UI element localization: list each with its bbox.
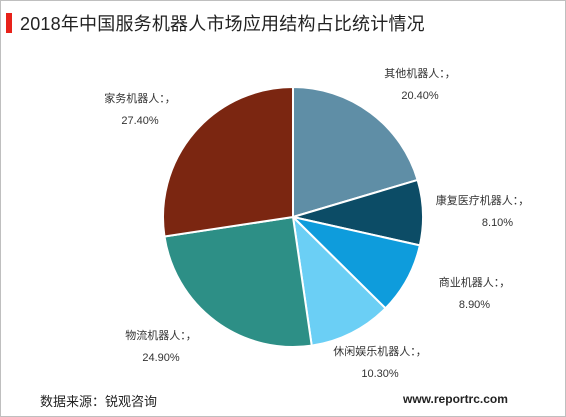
slice-name: 休闲娱乐机器人：， — [333, 346, 427, 358]
slice-other — [292, 85, 419, 219]
slice-name: 商业机器人：， — [438, 277, 511, 289]
slice-label-commercial: 商业机器人：， 8.90% — [432, 272, 517, 316]
slice-name: 康复医疗机器人：， — [435, 195, 530, 207]
slice-value: 24.90% — [142, 352, 180, 364]
slice-name: 家务机器人：， — [104, 93, 176, 105]
slice-label-logistics: 物流机器人：， 24.90% — [106, 325, 216, 369]
slice-value: 20.40% — [401, 90, 439, 102]
chart-title: 2018年中国服务机器人市场应用结构占比统计情况 — [20, 14, 425, 34]
slice-label-medical: 康复医疗机器人：， 8.10% — [425, 190, 540, 234]
slice-value: 8.10% — [481, 217, 514, 229]
slice-value: 8.90% — [458, 299, 491, 311]
slice-value: 27.40% — [121, 115, 159, 127]
slice-entertainment — [291, 214, 387, 347]
data-source: 数据来源：锐观咨询 — [40, 394, 158, 409]
title-accent-bar — [6, 13, 12, 33]
slice-logistics — [163, 215, 313, 348]
slice-name: 其他机器人：， — [384, 68, 456, 80]
slice-label-other: 其他机器人：， 20.40% — [378, 63, 462, 107]
slice-household — [162, 85, 294, 238]
website-link[interactable]: www.reportrc.com — [403, 392, 508, 406]
slice-label-household: 家务机器人：， 27.40% — [97, 88, 183, 132]
slice-value: 10.30% — [361, 368, 399, 380]
slice-label-entertainment: 休闲娱乐机器人：， 10.30% — [326, 341, 434, 385]
slice-name: 物流机器人：， — [125, 330, 197, 342]
